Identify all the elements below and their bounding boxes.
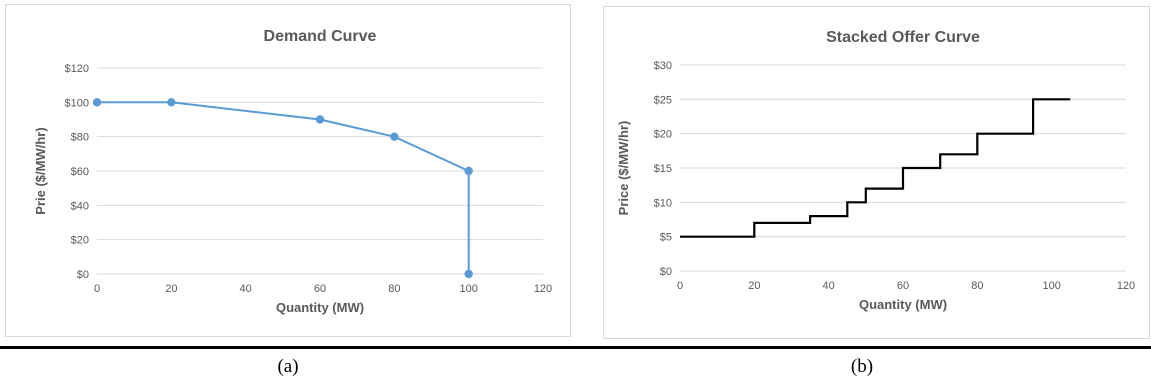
y-axis-label: Prie ($/MW/hr) [33,127,48,214]
data-point [315,115,325,124]
x-tick-label: 40 [823,280,835,292]
y-tick-label: $10 [654,197,672,209]
x-axis-label: Quantity (MW) [859,297,947,312]
y-tick-label: $80 [71,132,89,144]
y-tick-label: $100 [65,97,89,109]
y-tick-label: $25 [654,94,672,106]
x-axis-label: Quantity (MW) [276,300,364,315]
y-tick-label: $120 [65,63,89,75]
x-tick-label: 20 [165,283,177,295]
x-tick-label: 60 [314,283,326,295]
separator-rule [0,346,1151,349]
stacked-offer-curve-panel: $0 $5 $10 $15 $20 $25 $30 0 20 40 60 80 100 120 Stacke… [603,6,1150,339]
series-line [97,101,470,274]
x-tick-label: 60 [897,280,909,292]
data-point [167,98,176,107]
caption-b: (b) [850,356,874,377]
x-tick-label: 80 [388,283,400,295]
x-tick-label: 120 [534,283,552,295]
y-tick-label: $20 [71,235,89,247]
y-tick-label: $20 [654,129,672,141]
y-tick-label: $0 [660,266,672,278]
x-tick-label: 100 [459,283,477,295]
chart-title: Stacked Offer Curve [826,29,980,46]
y-axis-label: Price ($/MW/hr) [616,121,631,216]
y-tick-label: $5 [660,232,672,244]
y-tick-label: $60 [71,166,89,178]
x-tick-label: 0 [677,280,683,292]
data-point [464,166,473,176]
x-tick-label: 100 [1042,280,1060,292]
y-tick-label: $30 [654,60,672,72]
stacked-offer-curve-chart: $0 $5 $10 $15 $20 $25 $30 0 20 40 60 80 100 120 Stacke… [616,29,1135,312]
data-point [92,98,102,107]
chart-title: Demand Curve [264,28,377,45]
y-tick-label: $15 [654,163,672,175]
data-point [464,269,473,279]
x-tick-label: 120 [1117,280,1135,292]
demand-curve-panel: $0 $20 $40 $60 $80 $100 $120 0 20 40 60 80 100 120 Dem… [5,4,571,337]
caption-a: (a) [277,356,299,377]
series-line [680,98,1071,238]
x-tick-label: 80 [971,280,983,292]
x-tick-label: 20 [748,280,760,292]
y-tick-label: $40 [71,200,89,212]
x-tick-label: 0 [94,283,100,295]
x-tick-label: 40 [240,283,252,295]
demand-curve-chart: $0 $20 $40 $60 $80 $100 $120 0 20 40 60 80 100 120 Dem… [33,28,552,315]
y-tick-label: $0 [77,269,89,281]
data-point [390,132,399,141]
